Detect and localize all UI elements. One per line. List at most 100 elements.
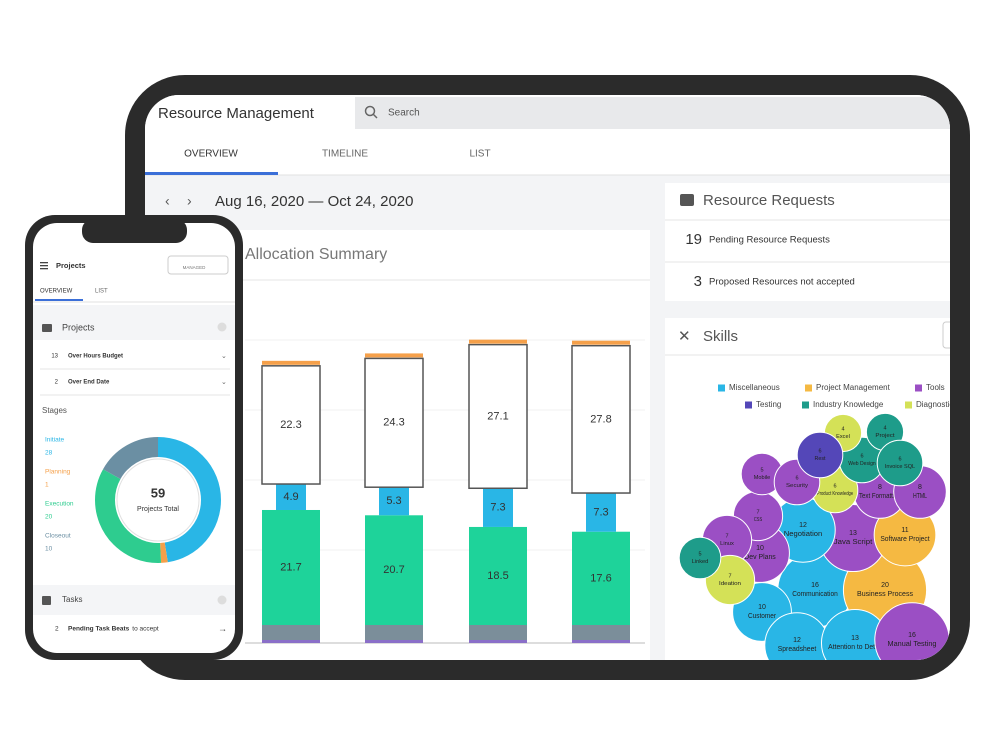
request-count: 3 [694,273,702,290]
bubble-value: 8 [878,484,882,491]
bubble-value: 5 [760,468,763,474]
row-label[interactable]: Over Hours Budget [68,354,123,360]
row-chevron[interactable]: ⌄ [221,353,227,360]
bubble-value: 4 [883,426,886,432]
stage-value: 1 [45,482,49,489]
legend-label[interactable]: Testing [756,400,781,409]
skill-bubble[interactable] [876,439,924,487]
bar-value-label: 7.3 [593,506,608,518]
legend-label[interactable]: Diagnostics [916,400,957,409]
bar-segment [276,484,306,510]
next-arrow[interactable]: › [187,193,192,209]
bar-value-label: 27.8 [590,413,611,425]
bar-value-label: 17.6 [590,572,611,584]
tab[interactable]: LIST [469,149,490,160]
legend-label[interactable]: Industry Knowledge [813,400,884,409]
bubble-label: CSS [754,517,762,523]
bar-cap [262,360,320,365]
bubble-value: 16 [908,632,916,639]
legend-label[interactable]: Project Management [816,383,891,392]
bar-segment [468,343,528,490]
skill-bubble[interactable] [796,431,844,479]
bubble-value: 13 [849,530,857,537]
bar-base-line [469,640,527,643]
requests-card [665,183,950,301]
skill-bubble[interactable] [678,536,722,580]
search-icon [372,113,378,119]
active-tab-indicator [145,172,278,175]
skills-bubbles: Miscellaneous Project Management Tools Test… [678,383,957,660]
bubble-value: 6 [860,454,863,460]
filter-dropdown[interactable] [167,255,229,275]
skills-menu-button[interactable] [942,321,963,349]
donut-segment [95,437,221,563]
tab[interactable]: TIMELINE [322,149,368,160]
bubble-label: Linked [692,559,709,565]
stage-name: Closeout [45,533,71,540]
bubble-label: Excel [836,434,850,440]
bubble-value: 6 [898,457,901,463]
bubble-label: Spreadsheet [778,646,817,653]
bubble-label: Product Knowledge [817,491,853,497]
bubble-value: 10 [758,604,766,611]
stage-value: 28 [45,450,53,457]
allocation-bars: 21.7 4.9 22.3 20.7 5.3 24.3 18.5 7.3 27.1 17.6 7.3… [245,339,645,644]
allocation-title: Allocation Summary [245,246,387,263]
bubble-label: Software Project [880,536,929,543]
bubble-value: 10 [756,545,764,552]
bar-segment [364,357,424,488]
bubble-label: Negotiation [784,531,823,538]
bubble-label: Attention to Detail [828,644,882,651]
bubble-value: 12 [793,637,801,644]
donut-hole [116,458,200,542]
bubble-value: 6 [833,484,836,490]
legend-label[interactable]: Miscellaneous [729,383,780,392]
request-label[interactable]: Proposed Resources not accepted [709,277,855,288]
bubble-label: Business Process [857,591,913,598]
task-count: 2 [55,626,59,633]
bubble-label: Web Design [848,461,876,467]
tab[interactable]: OVERVIEW [40,289,73,295]
info-icon[interactable] [217,322,227,332]
bar-segment [261,365,321,485]
tasks-icon [42,596,51,605]
legend-swatch [905,401,912,409]
bar-value-label: 4.9 [283,491,298,503]
prev-arrow[interactable]: ‹ [165,193,170,209]
bubble-value: 7 [725,534,728,540]
requests-title: Resource Requests [703,192,835,209]
donut-total: 59 [151,485,165,500]
project-rows: 13 Over Hours Budget ⌄ 2 Over End Date ⌄ [40,353,230,396]
bar-segment [469,526,527,625]
bubble-label: Dev Plans [744,554,776,561]
bar-value-label: 22.3 [280,419,301,431]
bar-segment [586,493,616,532]
donut-total-label: Projects Total [137,506,179,513]
menu-icon[interactable] [40,268,48,270]
bar-base [469,625,527,640]
bubble-value: 12 [799,522,807,529]
bar-value-label: 5.3 [386,495,401,507]
bar-value-label: 21.7 [280,561,301,573]
legend-swatch [718,384,725,392]
info-icon[interactable] [217,595,227,605]
tab[interactable]: LIST [95,289,108,295]
app-title: Resource Management [158,105,315,122]
bar-cap [469,339,527,344]
search-bar[interactable] [355,97,955,129]
menu-icon[interactable] [40,265,48,267]
section-title: Projects [62,322,95,332]
row-label[interactable]: Over End Date [68,380,110,386]
task-arrow[interactable]: → [218,623,227,633]
bar-base [365,625,423,640]
tab[interactable]: OVERVIEW [184,149,238,160]
request-label[interactable]: Pending Resource Requests [709,235,830,246]
legend-label[interactable]: Tools [926,383,945,392]
bar-base-line [262,640,320,643]
bar-segment [571,344,631,494]
bar-value-label: 18.5 [487,570,508,582]
stage-name: Execution [45,501,74,508]
row-chevron[interactable]: ⌄ [221,379,227,386]
menu-icon[interactable] [40,262,48,264]
